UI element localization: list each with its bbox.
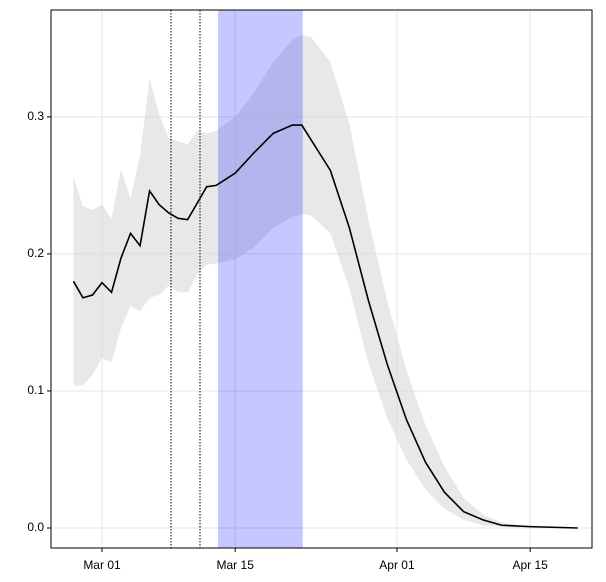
confidence-band: [73, 34, 578, 528]
panel-border: [50, 9, 593, 549]
y-tick-label: 0.3: [27, 109, 44, 123]
x-tick-label: Mar 01: [83, 558, 121, 572]
y-tick-label: 0.2: [27, 246, 44, 260]
x-tick-label: Mar 15: [217, 558, 255, 572]
y-tick-label: 0.0: [27, 520, 44, 534]
line: [72, 124, 578, 529]
y-tick-label: 0.1: [27, 383, 44, 397]
x-tick-label: Apr 01: [379, 558, 415, 572]
x-tick-label: Apr 15: [512, 558, 548, 572]
shaded-period: [218, 10, 303, 548]
